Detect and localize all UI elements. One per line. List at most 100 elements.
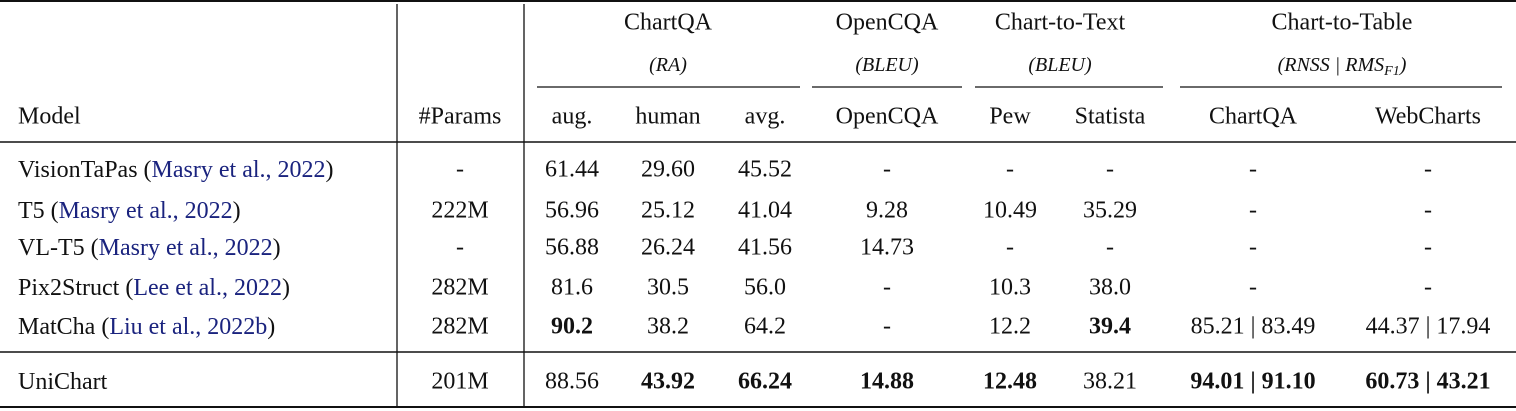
value-cell: 12.48	[983, 369, 1037, 395]
model-name: Pix2Struct	[18, 275, 120, 301]
value-cell: 41.56	[738, 235, 792, 261]
citation-paren: )	[326, 157, 334, 183]
group-title: ChartQA	[624, 10, 713, 36]
value-cell: 38.0	[1089, 275, 1131, 301]
value-cell: 29.60	[641, 157, 695, 183]
citation: Masry et al., 2022	[59, 198, 233, 224]
citation-paren: )	[267, 314, 275, 340]
params-cell: 222M	[431, 198, 488, 224]
group-metric: (BLEU)	[1028, 54, 1092, 76]
citation: Lee et al., 2022	[133, 275, 282, 301]
citation-paren: (	[138, 157, 152, 183]
citation-paren: (	[95, 314, 109, 340]
group-metric: (RA)	[649, 54, 687, 76]
value-cell: 88.56	[545, 369, 599, 395]
metric-text: (BLEU)	[1028, 54, 1092, 76]
value-cell: 56.96	[545, 198, 599, 224]
metric-subscript: F1	[1383, 64, 1400, 79]
citation-paren: )	[273, 235, 281, 261]
model-name: T5	[18, 198, 45, 224]
value-cell: 94.01 | 91.10	[1190, 369, 1315, 395]
value-cell: -	[1249, 275, 1257, 301]
params-cell: 201M	[431, 369, 488, 395]
group-title: Chart-to-Text	[995, 10, 1126, 36]
citation-paren: )	[282, 275, 290, 301]
value-cell: 9.28	[866, 198, 908, 224]
model-name: VL-T5	[18, 235, 85, 261]
citation-paren: (	[85, 235, 99, 261]
value-cell: -	[1006, 157, 1014, 183]
value-cell: 30.5	[647, 275, 689, 301]
group-metric: (BLEU)	[855, 54, 919, 76]
value-cell: 41.04	[738, 198, 792, 224]
column-header: avg.	[745, 104, 786, 130]
value-cell: -	[1249, 157, 1257, 183]
value-cell: -	[1106, 235, 1114, 261]
value-cell: 10.3	[989, 275, 1031, 301]
value-cell: 25.12	[641, 198, 695, 224]
column-header: WebCharts	[1375, 104, 1481, 130]
value-cell: 26.24	[641, 235, 695, 261]
value-cell: -	[1424, 275, 1432, 301]
group-metric: (RNSS | RMSF1)	[1278, 54, 1407, 80]
value-cell: -	[1006, 235, 1014, 261]
value-cell: -	[1424, 235, 1432, 261]
metric-text: (BLEU)	[855, 54, 919, 76]
metric-text: (RA)	[649, 54, 687, 76]
column-header: Pew	[989, 104, 1031, 130]
value-cell: 39.4	[1089, 314, 1131, 340]
value-cell: -	[1249, 235, 1257, 261]
model-cell: Pix2Struct (Lee et al., 2022)	[18, 275, 290, 301]
citation-paren: (	[119, 275, 133, 301]
model-name: MatCha	[18, 314, 96, 340]
group-title: Chart-to-Table	[1272, 10, 1413, 36]
model-name: UniChart	[18, 369, 108, 395]
value-cell: 90.2	[551, 314, 593, 340]
model-cell: UniChart	[18, 369, 108, 395]
value-cell: -	[883, 314, 891, 340]
value-cell: 38.2	[647, 314, 689, 340]
citation-paren: )	[233, 198, 241, 224]
value-cell: 60.73 | 43.21	[1365, 369, 1490, 395]
model-cell: VL-T5 (Masry et al., 2022)	[18, 235, 281, 261]
value-cell: 45.52	[738, 157, 792, 183]
value-cell: 81.6	[551, 275, 593, 301]
column-header: OpenCQA	[836, 104, 939, 130]
citation-paren: (	[45, 198, 59, 224]
metric-text: )	[1399, 54, 1407, 76]
model-cell: T5 (Masry et al., 2022)	[18, 198, 241, 224]
model-name: VisionTaPas	[18, 157, 138, 183]
value-cell: 61.44	[545, 157, 599, 183]
column-header: Model	[18, 104, 81, 130]
value-cell: 56.0	[744, 275, 786, 301]
value-cell: -	[1424, 157, 1432, 183]
value-cell: -	[1106, 157, 1114, 183]
column-header: #Params	[419, 104, 502, 130]
value-cell: -	[1249, 198, 1257, 224]
model-cell: VisionTaPas (Masry et al., 2022)	[18, 157, 334, 183]
value-cell: 14.88	[860, 369, 914, 395]
value-cell: 64.2	[744, 314, 786, 340]
value-cell: 12.2	[989, 314, 1031, 340]
model-cell: MatCha (Liu et al., 2022b)	[18, 314, 275, 340]
value-cell: -	[883, 275, 891, 301]
group-title: OpenCQA	[836, 10, 939, 36]
value-cell: -	[1424, 198, 1432, 224]
value-cell: 56.88	[545, 235, 599, 261]
value-cell: 35.29	[1083, 198, 1137, 224]
column-header: aug.	[552, 104, 593, 130]
value-cell: 85.21 | 83.49	[1191, 314, 1316, 340]
citation: Masry et al., 2022	[99, 235, 273, 261]
params-cell: -	[456, 235, 464, 261]
value-cell: 43.92	[641, 369, 695, 395]
value-cell: 44.37 | 17.94	[1366, 314, 1491, 340]
params-cell: 282M	[431, 275, 488, 301]
column-header: ChartQA	[1209, 104, 1298, 130]
value-cell: 66.24	[738, 369, 792, 395]
citation: Masry et al., 2022	[152, 157, 326, 183]
params-cell: 282M	[431, 314, 488, 340]
metric-text: (RNSS | RMS	[1278, 54, 1385, 76]
value-cell: 38.21	[1083, 369, 1137, 395]
params-cell: -	[456, 157, 464, 183]
